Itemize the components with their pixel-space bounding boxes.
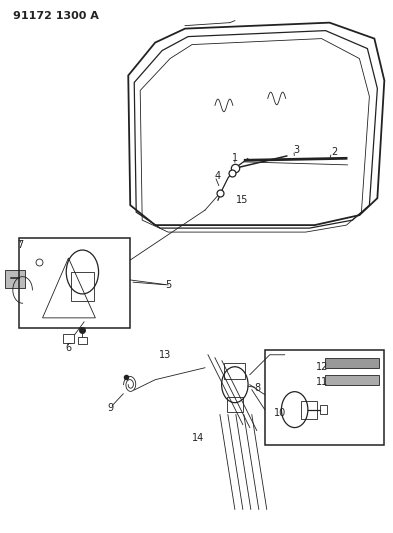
Text: 2: 2 [331,147,338,157]
Text: 9: 9 [107,402,113,413]
Text: 10: 10 [274,408,286,418]
Text: 12: 12 [316,362,329,372]
Text: 3: 3 [294,146,300,155]
Bar [71,272,94,301]
Bar [265,350,384,445]
Text: 5: 5 [165,280,171,290]
Bar [78,337,87,344]
Bar [301,401,317,418]
Bar [227,397,243,411]
Text: 13: 13 [159,350,171,360]
Bar [224,363,246,379]
Text: 7: 7 [18,240,24,250]
Bar [320,406,327,414]
Bar [62,334,74,343]
Text: 11: 11 [316,377,329,387]
Bar [18,238,130,328]
Text: 8: 8 [255,383,261,393]
Text: 4: 4 [215,171,221,181]
Text: 6: 6 [65,343,72,353]
Bar [5,270,25,288]
Text: 14: 14 [192,433,204,442]
Text: 15: 15 [236,195,248,205]
Bar [325,375,379,385]
Text: 91172 1300 A: 91172 1300 A [13,11,99,21]
Bar [325,358,379,368]
Text: 1: 1 [232,154,238,163]
